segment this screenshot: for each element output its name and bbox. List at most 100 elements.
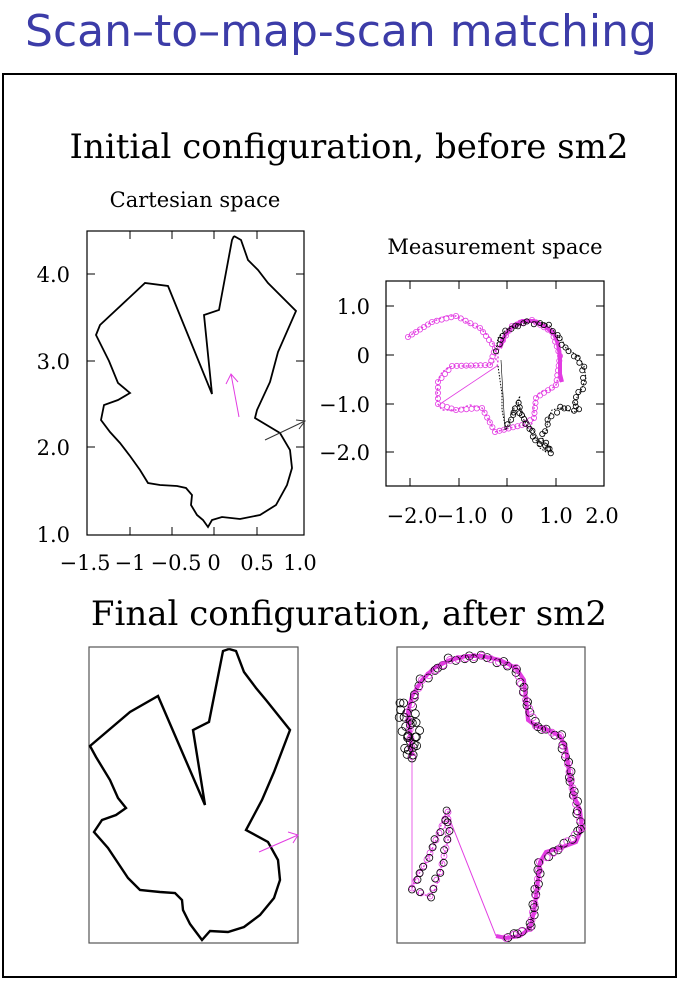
scan-point: [557, 403, 564, 410]
scan-point: [535, 869, 545, 878]
scan-point: [574, 808, 582, 816]
scan-point: [518, 927, 526, 936]
cartesian-title: Cartesian space: [110, 188, 281, 212]
scan-point: [405, 720, 415, 730]
scan-point: [571, 407, 578, 414]
scan-point: [395, 698, 405, 708]
scan-point: [419, 862, 428, 871]
cartesian-ticks: [87, 231, 304, 535]
scan-point: [568, 834, 577, 844]
scan-point: [530, 321, 537, 328]
scan-point: [408, 885, 416, 894]
scan-point: [523, 697, 532, 707]
scan-point: [565, 348, 572, 355]
scan-point: [572, 809, 582, 818]
cartesian-xtick: 0.5: [240, 551, 273, 575]
scan-point: [407, 743, 416, 752]
scan-point: [435, 829, 443, 837]
scan-point: [503, 661, 512, 671]
scan-point: [433, 876, 441, 884]
scan-point: [476, 324, 483, 331]
scan-point: [556, 844, 564, 852]
scan-point: [479, 328, 486, 335]
scan-point: [491, 344, 498, 351]
scan-point: [548, 847, 558, 857]
scan-point: [549, 848, 558, 857]
scan-point: [576, 406, 583, 413]
scan-point: [539, 430, 546, 437]
scan-point: [418, 676, 426, 684]
scan-point: [572, 399, 579, 406]
scan-point: [427, 893, 436, 902]
final-scan-outline: [88, 647, 292, 942]
measurement-ytick: 1.0: [337, 295, 370, 319]
scan-point: [576, 816, 584, 824]
scan-point: [428, 843, 437, 852]
scan-point: [536, 858, 544, 866]
final-cartesian-frame: [88, 646, 299, 944]
scan-point: [488, 357, 495, 364]
scan-point: [495, 658, 503, 666]
scan-point: [458, 406, 465, 413]
scan-point: [394, 713, 404, 722]
scan-point: [509, 424, 516, 431]
scan-point: [499, 337, 506, 344]
scan-point: [549, 328, 556, 335]
cartesian-ytick: 3.0: [37, 350, 70, 374]
cartesian-ytick: 4.0: [37, 263, 70, 287]
scan-point: [397, 727, 407, 736]
scan-point: [411, 718, 421, 727]
scan-point: [443, 835, 452, 844]
scan-point: [429, 885, 438, 893]
scan-point: [426, 892, 434, 900]
scan-point: [473, 405, 480, 412]
scan-point: [463, 406, 470, 413]
measurement-ytick: −2.0: [319, 441, 370, 465]
scan-point: [496, 427, 503, 434]
scan-point: [486, 361, 493, 368]
scan-point: [564, 757, 573, 767]
scan-point: [438, 316, 445, 323]
scan-point: [581, 363, 588, 370]
scan-point: [545, 321, 552, 328]
scan-point: [438, 860, 446, 868]
scan-point: [489, 353, 496, 360]
measurement-scan-black: [495, 321, 587, 453]
scan-point: [578, 824, 586, 832]
scan-point: [550, 730, 560, 740]
scan-point: [492, 658, 502, 668]
cartesian-plot: Cartesian space 4.0 3.0 2.0 1.0 −1.5 −1 …: [37, 188, 317, 575]
scan-point: [441, 370, 448, 377]
scan-point: [457, 315, 464, 322]
scan-point: [489, 424, 496, 431]
scan-point: [467, 362, 474, 369]
scan-point: [500, 426, 507, 433]
scan-point: [571, 353, 578, 360]
scan-point: [478, 404, 485, 411]
scan-point: [411, 692, 419, 700]
scan-point: [544, 421, 551, 428]
scan-point: [562, 344, 569, 351]
scan-point: [445, 827, 454, 835]
scan-point: [542, 853, 551, 862]
scan-point: [561, 750, 570, 759]
scan-point: [414, 684, 423, 692]
scan-point: [441, 816, 450, 825]
scan-point: [554, 409, 561, 416]
cartesian-xtick: 0: [207, 551, 220, 575]
scan-point: [443, 818, 452, 827]
scan-point: [467, 320, 474, 327]
cartesian-xtick: −1: [115, 551, 146, 575]
scan-point: [468, 405, 475, 412]
scan-point: [510, 930, 518, 939]
cartesian-pose-magenta: [225, 373, 240, 418]
measurement-xtick: 1.0: [539, 504, 572, 528]
scan-point: [415, 869, 424, 878]
scan-point: [570, 830, 579, 839]
scan-point: [556, 335, 563, 342]
scan-point: [514, 672, 523, 680]
scan-point: [553, 845, 563, 855]
initial-heading: Initial configuration, before sm2: [70, 127, 629, 167]
scan-point: [529, 908, 537, 916]
